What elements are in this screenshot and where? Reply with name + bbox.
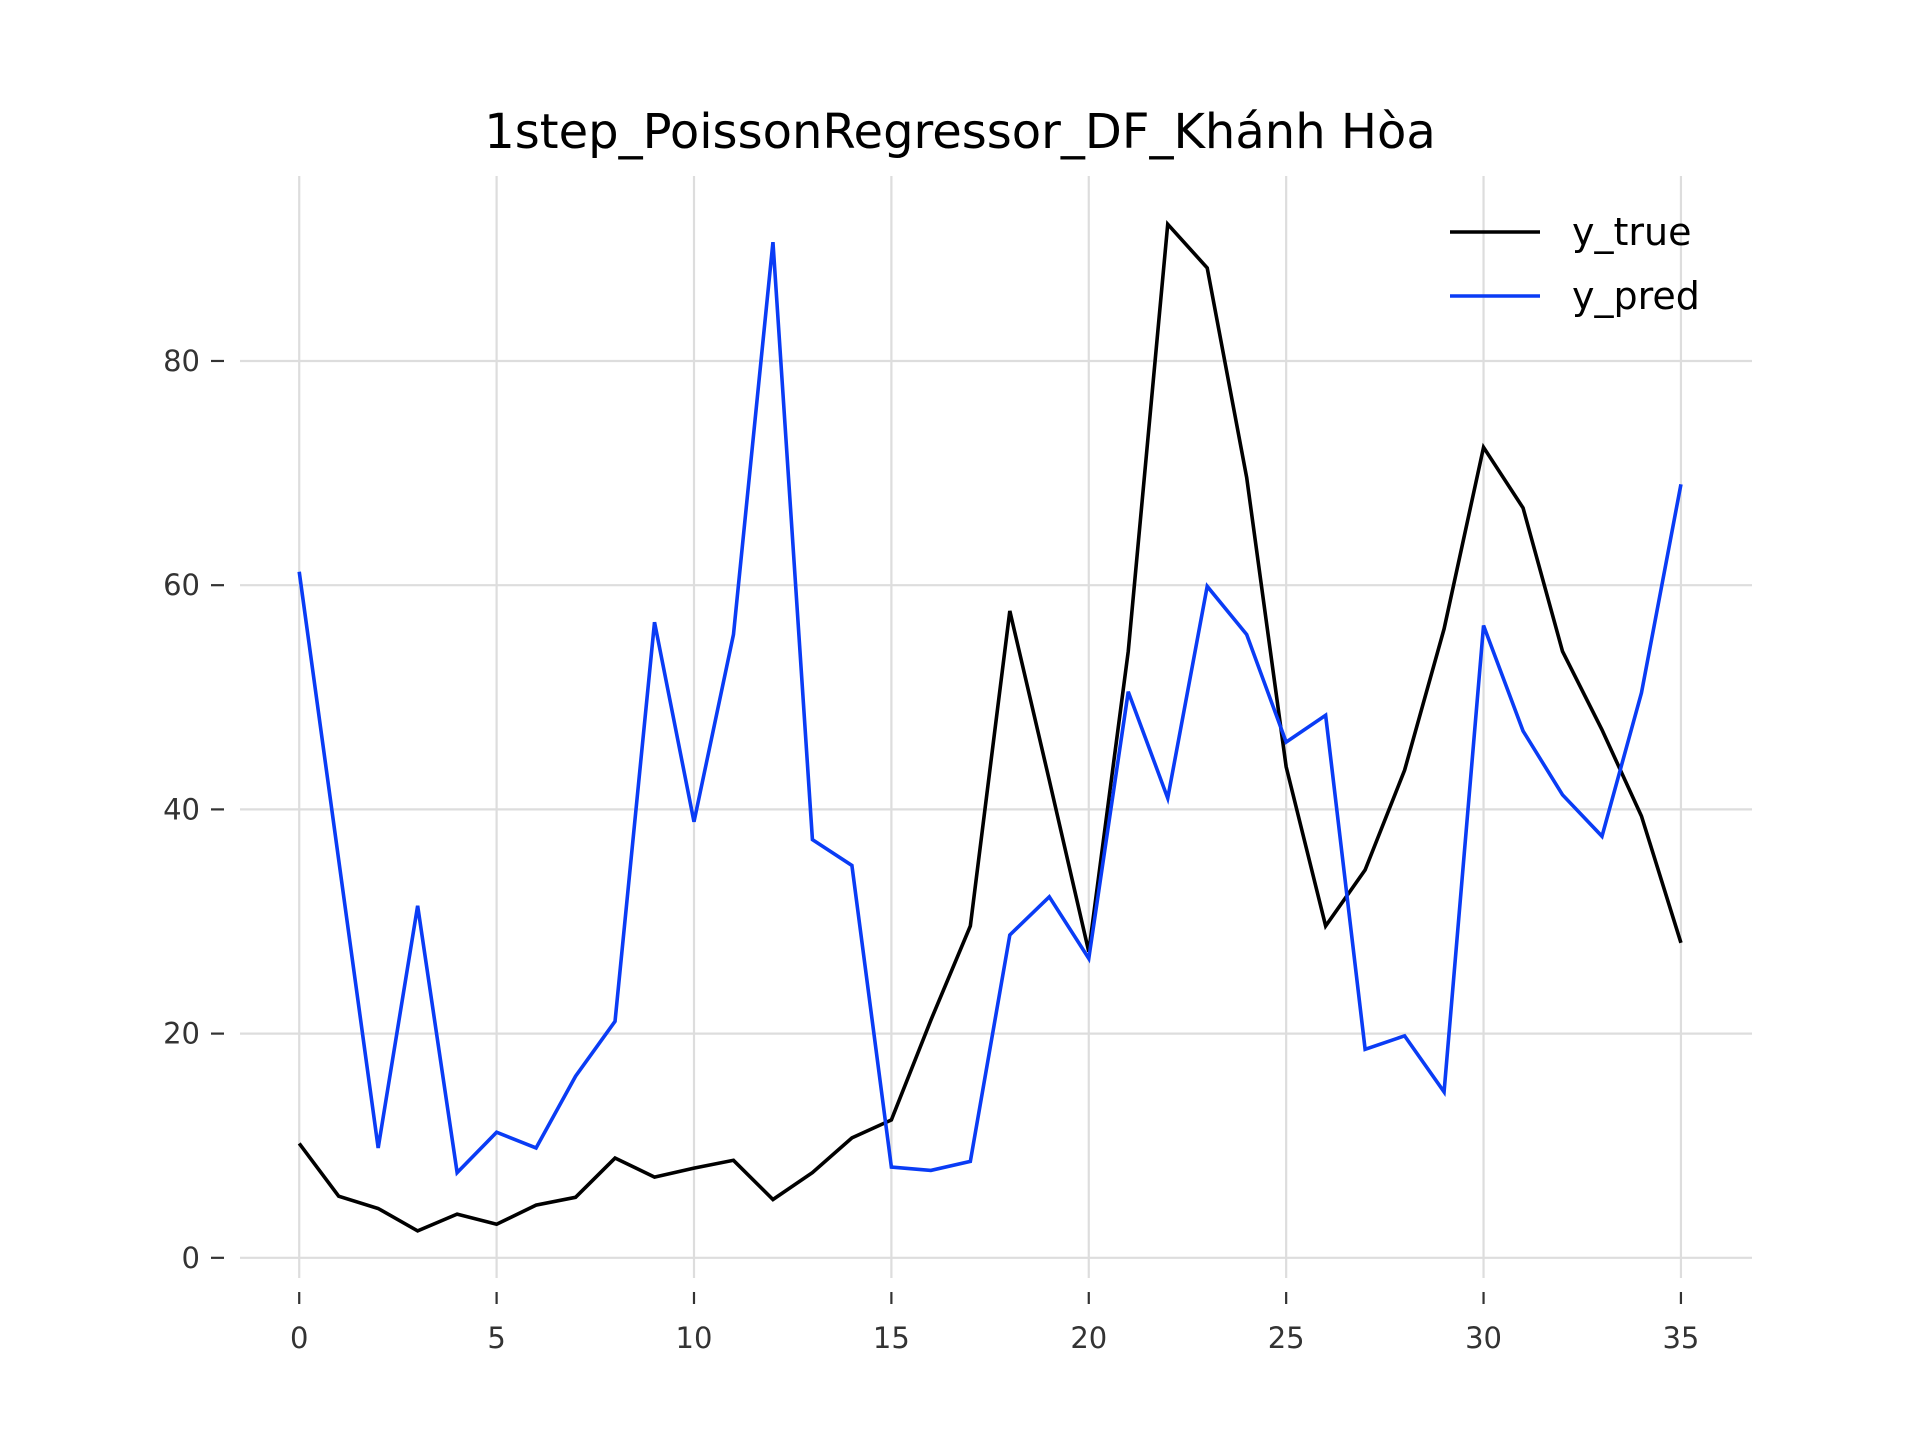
legend: y_true y_pred: [1450, 210, 1700, 318]
x-tick-label: 5: [487, 1321, 505, 1355]
series-line-y-pred: [297, 241, 1683, 1177]
x-tick-label: 15: [873, 1321, 910, 1355]
legend-label-y-pred: y_pred: [1572, 274, 1700, 318]
legend-label-y-true: y_true: [1572, 210, 1691, 254]
y-tick-label: 60: [163, 568, 200, 602]
series-group: [297, 219, 1683, 1233]
y-tick-label: 80: [163, 344, 200, 378]
chart-title: 1step_PoissonRegressor_DF_Khánh Hòa: [484, 104, 1436, 160]
y-axis: 0 20 40 60 80: [163, 344, 224, 1275]
x-tick-label: 20: [1070, 1321, 1107, 1355]
x-axis: 0 5 10 15 20 25 30 35: [290, 1292, 1699, 1355]
y-tick-label: 40: [163, 792, 200, 826]
series-line-y-true: [297, 219, 1683, 1233]
x-tick-label: 25: [1268, 1321, 1305, 1355]
x-tick-label: 0: [290, 1321, 308, 1355]
x-tick-label: 35: [1662, 1321, 1699, 1355]
y-tick-label: 20: [163, 1017, 200, 1051]
x-tick-label: 30: [1465, 1321, 1502, 1355]
grid: [240, 176, 1752, 1278]
y-tick-label: 0: [182, 1241, 200, 1275]
x-tick-label: 10: [676, 1321, 713, 1355]
